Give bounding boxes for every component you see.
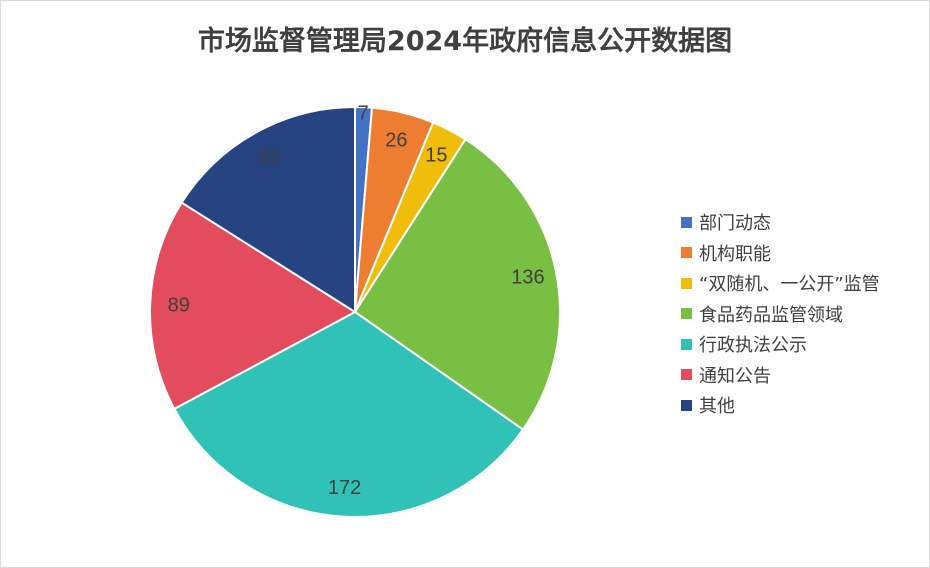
chart-title: 市场监督管理局2024年政府信息公开数据图 (197, 26, 733, 57)
legend-label: 通知公告 (699, 365, 771, 387)
legend-label: 其他 (699, 396, 735, 418)
data-label: 7 (358, 102, 369, 124)
legend-item: 其他 (681, 390, 880, 421)
legend-swatch (681, 399, 692, 411)
legend-label: “双随机、一公开”监管 (699, 274, 880, 296)
data-label: 172 (328, 477, 361, 499)
pie-slice (180, 105, 356, 314)
legend-swatch (681, 216, 692, 228)
data-label: 89 (168, 295, 190, 317)
data-label: 136 (511, 267, 544, 289)
legend-item: 通知公告 (681, 360, 880, 391)
legend-swatch (681, 247, 692, 259)
legend-label: 行政执法公示 (699, 335, 807, 357)
data-label: 26 (385, 130, 407, 152)
legend-label: 机构职能 (699, 243, 771, 265)
legend-item: 部门动态 (681, 207, 880, 238)
legend-item: “双随机、一公开”监管 (681, 268, 880, 299)
legend-swatch (681, 338, 692, 350)
data-label: 85 (259, 147, 281, 169)
legend-label: 部门动态 (699, 213, 771, 235)
chart-legend: 部门动态机构职能 “双随机、一公开”监管 食品药品监管领域 行政执法公示 通知公告其他 (681, 207, 880, 421)
legend-item: 食品药品监管领域 (681, 299, 880, 330)
legend-swatch (681, 277, 692, 289)
legend-swatch (681, 369, 692, 381)
pie-slice (353, 137, 561, 431)
pie-slice (149, 201, 357, 411)
legend-item: 机构职能 (681, 238, 880, 269)
data-label: 15 (425, 145, 447, 167)
legend-label: 食品药品监管领域 (699, 304, 843, 326)
legend-swatch (681, 308, 692, 320)
legend-item: 行政执法公示 (681, 329, 880, 360)
